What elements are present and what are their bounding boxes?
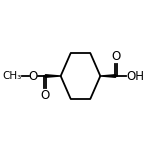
Polygon shape	[45, 75, 61, 77]
Text: O: O	[28, 69, 38, 83]
Text: O: O	[41, 89, 50, 102]
Text: CH₃: CH₃	[2, 71, 22, 81]
Text: O: O	[111, 50, 120, 63]
Text: OH: OH	[126, 69, 145, 83]
Polygon shape	[100, 75, 116, 77]
